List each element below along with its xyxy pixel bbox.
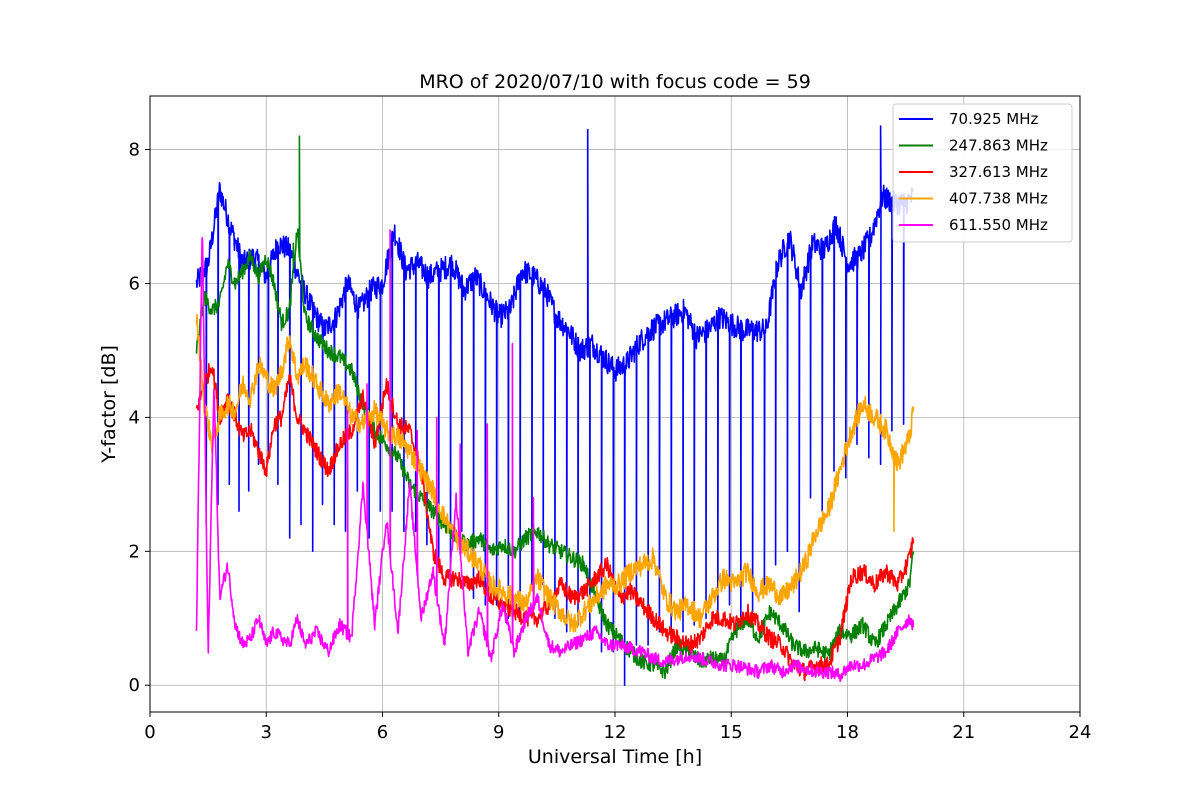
y-tick-label: 2 — [129, 541, 140, 562]
series-line-0 — [195, 125, 915, 686]
x-tick-label: 3 — [261, 722, 272, 743]
legend-label-0: 70.925 MHz — [949, 110, 1038, 128]
x-axis-ticks: 0 3 6 9 12 15 18 21 24 — [144, 712, 1091, 743]
series-line-1 — [195, 135, 915, 680]
x-tick-label: 24 — [1069, 722, 1092, 743]
legend-label-2: 327.613 MHz — [949, 163, 1048, 181]
x-axis-label: Universal Time [h] — [528, 746, 702, 768]
x-tick-label: 12 — [604, 722, 627, 743]
x-tick-label: 15 — [720, 722, 743, 743]
chart-title: MRO of 2020/07/10 with focus code = 59 — [419, 71, 811, 93]
legend-box — [892, 103, 1073, 243]
x-tick-label: 18 — [836, 722, 859, 743]
legend-label-1: 247.863 MHz — [949, 137, 1048, 155]
x-tick-label: 6 — [377, 722, 388, 743]
y-tick-label: 0 — [129, 675, 140, 696]
x-tick-label: 0 — [144, 722, 155, 743]
y-tick-label: 6 — [129, 273, 140, 294]
legend-label-4: 611.550 MHz — [949, 216, 1048, 234]
series-line-3 — [195, 313, 915, 633]
y-tick-label: 4 — [129, 407, 140, 428]
series-line-4 — [195, 229, 915, 683]
y-axis-label: Y-factor [dB] — [98, 345, 120, 464]
legend-label-3: 407.738 MHz — [949, 190, 1048, 208]
x-tick-label: 21 — [952, 722, 975, 743]
series-layer — [195, 125, 915, 686]
y-tick-label: 8 — [129, 140, 140, 161]
y-axis-ticks: 0 2 4 6 8 — [129, 140, 150, 696]
legend: 70.925 MHz 247.863 MHz 327.613 MHz 407.738 … — [892, 103, 1073, 243]
x-tick-label: 9 — [493, 722, 504, 743]
